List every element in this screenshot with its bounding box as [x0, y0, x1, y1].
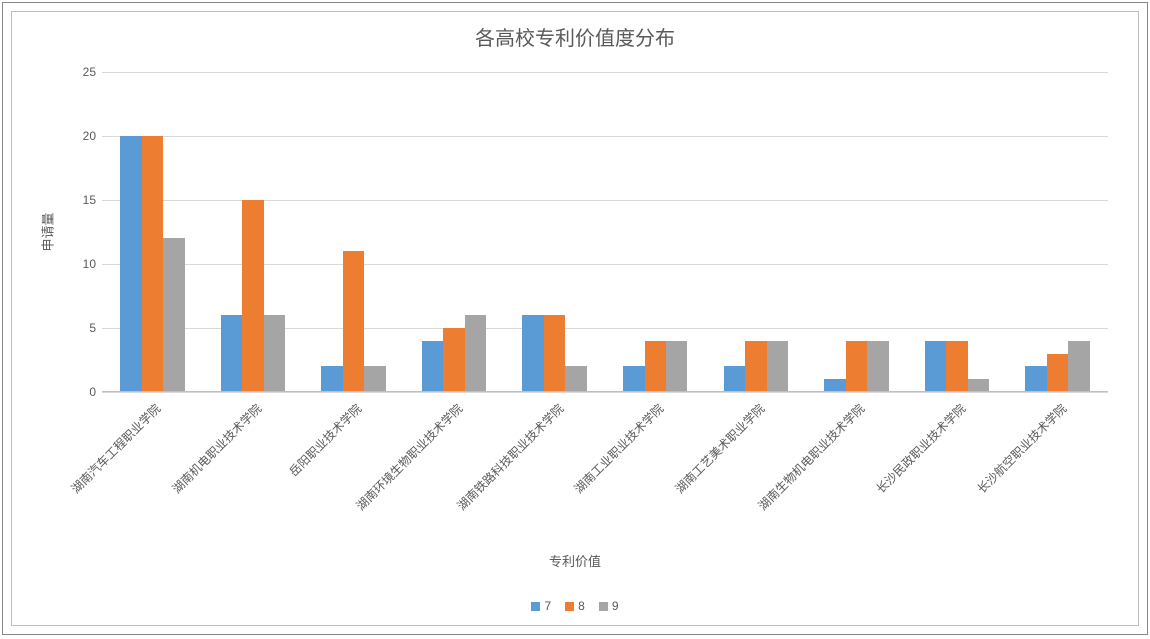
- bar: [364, 366, 385, 392]
- y-tick-label: 15: [83, 193, 96, 207]
- chart-inner-frame: 各高校专利价值度分布 申请量 0510152025 湖南汽车工程职业学院湖南机电…: [11, 11, 1139, 626]
- bar: [767, 341, 788, 392]
- x-label-slot: 长沙航空职业技术学院: [1007, 394, 1108, 564]
- bar: [745, 341, 766, 392]
- legend: 7 8 9: [12, 599, 1138, 613]
- bar: [846, 341, 867, 392]
- bar: [645, 341, 666, 392]
- bar-group: [806, 72, 907, 392]
- bar-group: [404, 72, 505, 392]
- bar-group: [504, 72, 605, 392]
- y-tick-label: 5: [89, 321, 96, 335]
- bar: [724, 366, 745, 392]
- x-axis-line: [102, 391, 1108, 392]
- legend-swatch: [531, 602, 540, 611]
- bar-cluster: [724, 72, 788, 392]
- bar: [544, 315, 565, 392]
- bar-cluster: [321, 72, 385, 392]
- bar-cluster: [221, 72, 285, 392]
- bar-group: [605, 72, 706, 392]
- bar-cluster: [522, 72, 586, 392]
- bar: [925, 341, 946, 392]
- bar: [242, 200, 263, 392]
- bar: [163, 238, 184, 392]
- x-tick-label: 湖南汽车工程职业学院: [67, 400, 164, 497]
- bar: [221, 315, 242, 392]
- bar: [120, 136, 141, 392]
- bar-cluster: [824, 72, 888, 392]
- bar-cluster: [925, 72, 989, 392]
- bar: [443, 328, 464, 392]
- legend-swatch: [565, 602, 574, 611]
- chart-outer-frame: 各高校专利价值度分布 申请量 0510152025 湖南汽车工程职业学院湖南机电…: [2, 2, 1148, 635]
- x-axis-title: 专利价值: [12, 551, 1138, 570]
- bar-group: [706, 72, 807, 392]
- legend-label: 9: [612, 599, 619, 613]
- bar-groups: [102, 72, 1108, 392]
- bar-cluster: [623, 72, 687, 392]
- y-tick-label: 10: [83, 257, 96, 271]
- legend-swatch: [599, 602, 608, 611]
- gridline: [102, 392, 1108, 393]
- legend-item: 8: [565, 599, 585, 613]
- chart-title: 各高校专利价值度分布: [12, 22, 1138, 51]
- y-tick-label: 20: [83, 129, 96, 143]
- legend-item: 7: [531, 599, 551, 613]
- x-label-slot: 湖南机电职业技术学院: [203, 394, 304, 564]
- bar-group: [303, 72, 404, 392]
- bar: [946, 341, 967, 392]
- bar: [343, 251, 364, 392]
- bar: [465, 315, 486, 392]
- bar-group: [203, 72, 304, 392]
- bar: [1068, 341, 1089, 392]
- legend-item: 9: [599, 599, 619, 613]
- bar-cluster: [1025, 72, 1089, 392]
- bar: [565, 366, 586, 392]
- bar: [1025, 366, 1046, 392]
- legend-label: 7: [544, 599, 551, 613]
- plot-area: 0510152025: [102, 72, 1108, 392]
- legend-label: 8: [578, 599, 585, 613]
- bar: [623, 366, 644, 392]
- bar-cluster: [422, 72, 486, 392]
- bar-cluster: [120, 72, 184, 392]
- bar-group: [1007, 72, 1108, 392]
- y-tick-label: 0: [89, 385, 96, 399]
- bar: [422, 341, 443, 392]
- bar-group: [102, 72, 203, 392]
- bar: [522, 315, 543, 392]
- y-axis-title: 申请量: [38, 212, 57, 251]
- bar: [867, 341, 888, 392]
- bar: [142, 136, 163, 392]
- x-axis-labels: 湖南汽车工程职业学院湖南机电职业技术学院岳阳职业技术学院湖南环境生物职业技术学院…: [102, 394, 1108, 564]
- bar: [666, 341, 687, 392]
- bar-group: [907, 72, 1008, 392]
- bar: [321, 366, 342, 392]
- bar: [1047, 354, 1068, 392]
- y-tick-label: 25: [83, 65, 96, 79]
- bar: [264, 315, 285, 392]
